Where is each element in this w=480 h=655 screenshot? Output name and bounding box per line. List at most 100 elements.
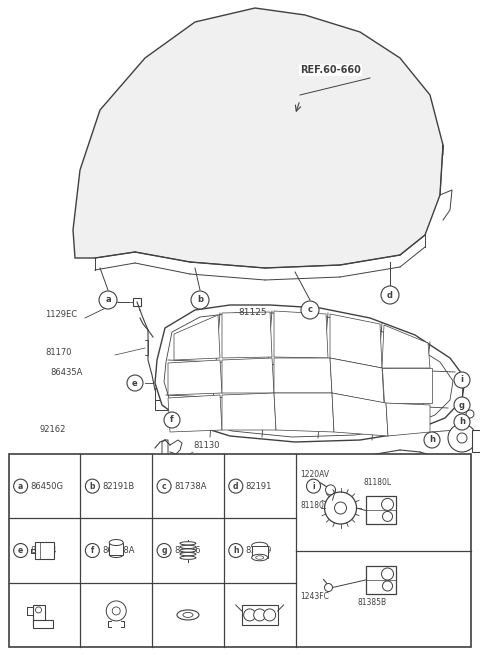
Polygon shape (330, 314, 382, 368)
Text: 1129EC: 1129EC (45, 310, 77, 319)
Text: d: d (233, 481, 239, 491)
Polygon shape (73, 8, 443, 268)
Circle shape (244, 609, 256, 621)
Circle shape (36, 607, 41, 613)
Ellipse shape (252, 542, 268, 549)
Polygon shape (222, 393, 276, 430)
Circle shape (454, 372, 470, 388)
Ellipse shape (180, 556, 196, 559)
Ellipse shape (180, 549, 196, 552)
Text: h: h (233, 546, 239, 555)
Text: c: c (162, 481, 167, 491)
Text: b: b (197, 295, 203, 305)
Text: h: h (459, 417, 465, 426)
Text: f: f (91, 546, 94, 555)
Circle shape (157, 544, 171, 557)
Circle shape (127, 375, 143, 391)
Polygon shape (168, 395, 222, 432)
Text: f: f (170, 415, 174, 424)
Text: 92162: 92162 (40, 425, 66, 434)
Text: REF.60-660: REF.60-660 (300, 65, 361, 75)
Text: 81180: 81180 (300, 501, 324, 510)
Circle shape (325, 485, 336, 495)
Ellipse shape (180, 553, 196, 555)
Bar (109, 542, 123, 555)
Ellipse shape (252, 554, 268, 561)
Circle shape (324, 492, 357, 524)
Polygon shape (274, 358, 332, 393)
Circle shape (13, 479, 28, 493)
Text: 86450G: 86450G (31, 481, 64, 491)
Polygon shape (382, 325, 430, 368)
Text: a: a (105, 295, 111, 305)
Ellipse shape (180, 546, 196, 548)
Text: 86438A: 86438A (102, 546, 135, 555)
Polygon shape (382, 368, 432, 403)
Circle shape (112, 607, 120, 615)
Circle shape (99, 291, 117, 309)
Text: 81174: 81174 (31, 546, 57, 555)
Bar (33, 620, 52, 628)
Circle shape (335, 502, 347, 514)
Text: e: e (132, 379, 138, 388)
Circle shape (454, 414, 470, 430)
Circle shape (253, 609, 265, 621)
Circle shape (13, 544, 28, 557)
Circle shape (229, 479, 243, 493)
Bar (472, 430, 480, 452)
Polygon shape (155, 305, 465, 442)
Bar (155, 388, 170, 400)
Text: 1220AV: 1220AV (300, 470, 330, 479)
Circle shape (307, 479, 321, 493)
Text: 81190A: 81190A (338, 483, 370, 492)
Polygon shape (174, 315, 220, 360)
Circle shape (382, 568, 394, 580)
Bar (252, 546, 268, 557)
Text: 81170: 81170 (45, 348, 72, 357)
Text: 82191: 82191 (246, 481, 272, 491)
Text: 82191B: 82191B (102, 481, 134, 491)
Bar (33, 605, 45, 625)
Circle shape (229, 544, 243, 557)
Text: a: a (18, 481, 23, 491)
Circle shape (106, 601, 126, 621)
Text: 81125: 81125 (238, 308, 266, 317)
Circle shape (85, 544, 99, 557)
Circle shape (85, 479, 99, 493)
Text: 81190B: 81190B (238, 483, 270, 492)
Circle shape (164, 412, 180, 428)
Circle shape (381, 286, 399, 304)
Circle shape (191, 291, 209, 309)
Text: 81385B: 81385B (358, 597, 387, 607)
Ellipse shape (256, 556, 264, 559)
Circle shape (264, 609, 276, 621)
Text: c: c (308, 305, 312, 314)
Circle shape (383, 581, 393, 591)
Bar (366, 566, 396, 594)
Ellipse shape (180, 542, 196, 545)
Ellipse shape (109, 552, 123, 557)
Ellipse shape (183, 612, 193, 618)
Bar (155, 400, 173, 410)
Circle shape (424, 432, 440, 448)
Text: 81199: 81199 (246, 546, 272, 555)
Bar (9, 454, 471, 647)
Text: 86435A: 86435A (50, 368, 83, 377)
Circle shape (157, 479, 171, 493)
Text: i: i (460, 375, 464, 384)
Text: i: i (312, 481, 315, 491)
Polygon shape (222, 312, 272, 358)
Circle shape (454, 397, 470, 413)
Polygon shape (168, 360, 222, 395)
Text: 1243FC: 1243FC (300, 592, 329, 601)
Text: 81180L: 81180L (363, 478, 392, 487)
Text: 81126: 81126 (174, 546, 201, 555)
Bar (241, 605, 277, 625)
Text: g: g (161, 546, 167, 555)
Polygon shape (274, 393, 334, 432)
Bar (366, 496, 396, 525)
Bar (133, 298, 141, 306)
Polygon shape (222, 358, 274, 393)
Polygon shape (332, 393, 388, 436)
Polygon shape (164, 313, 453, 437)
